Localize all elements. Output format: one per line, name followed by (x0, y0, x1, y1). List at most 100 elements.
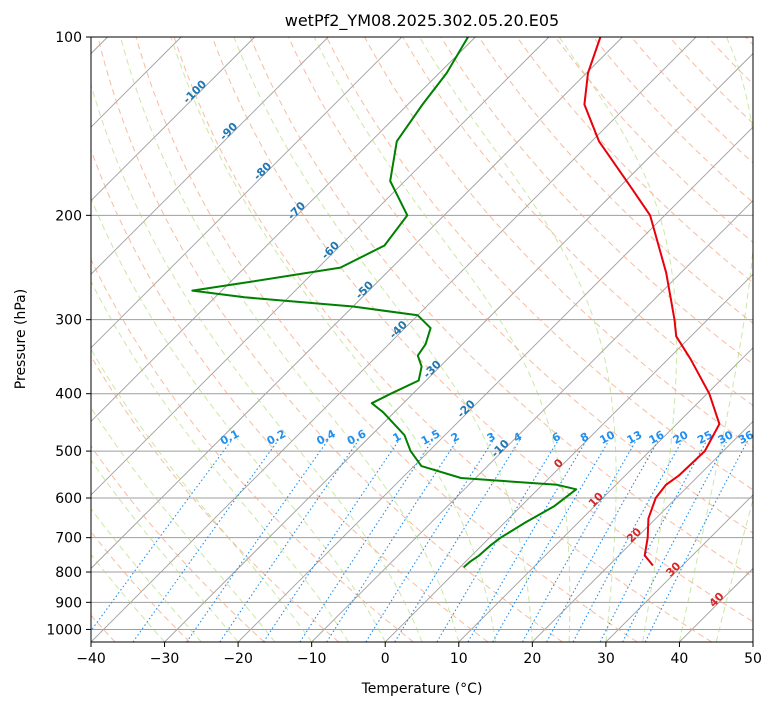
moist-adiabat-line (91, 196, 386, 642)
mixing-ratio-line (326, 440, 458, 642)
mixing-ratio-label: 10 (597, 428, 617, 447)
mixing-ratio-line (132, 440, 279, 642)
dry-adiabat-line (249, 37, 753, 578)
x-tick-label: −30 (150, 651, 180, 667)
line-labels-layer: 0.1 0.2 0.4 0.6 1 1.5 2 3 4 6 8 10 13 16 20 25 30 36-100-… (180, 77, 756, 610)
isotherm-line (91, 37, 403, 349)
plot-area: 0.1 0.2 0.4 0.6 1 1.5 2 3 4 6 8 10 13 16 20 25 30 36-100-… (91, 37, 756, 642)
dry-adiabat-line (478, 37, 753, 324)
mixing-ratio-line (394, 440, 520, 642)
mixing-ratio-line (522, 440, 637, 642)
y-tick-label: 200 (55, 208, 82, 224)
x-tick-label: 0 (381, 651, 390, 667)
isotherm-line (91, 37, 329, 275)
isotherm-line (679, 567, 753, 642)
mixing-ratio-label: 1.5 (419, 427, 442, 448)
axes-layer: −40 −30 −20 −10 0 10 20 30 40 50 100 200 300 400 500 60… (46, 30, 762, 667)
mixing-ratio-label: 36 (736, 428, 756, 447)
isotherm-line (91, 37, 255, 202)
y-tick-label: 500 (55, 444, 82, 460)
moist-adiabat-line (91, 406, 276, 642)
dry-adiabat-label: -30 (421, 357, 444, 380)
moist-adiabat-line (678, 37, 753, 642)
dry-adiabat-label: -20 (455, 397, 478, 420)
x-axis-label: Temperature (°C) (361, 681, 483, 697)
dry-adiabat-line (326, 37, 753, 491)
dry-adiabat-line (554, 37, 753, 244)
dry-adiabat-line (364, 37, 753, 449)
mixing-ratio-label: 30 (716, 428, 736, 447)
moist-adiabat-line (91, 83, 423, 642)
mixing-ratio-line (219, 440, 359, 642)
x-tick-label: 40 (671, 651, 689, 667)
mixing-ratio-label: 0.1 (218, 427, 241, 448)
y-tick-label: 900 (55, 595, 82, 611)
dry-adiabat-label: -70 (285, 199, 308, 222)
moist-adiabat-line (233, 37, 533, 642)
x-tick-label: 20 (523, 651, 541, 667)
dry-adiabat-line (97, 37, 563, 642)
isotherm-line (532, 420, 753, 642)
dry-adiabat-line (630, 37, 753, 164)
y-tick-label: 700 (55, 531, 82, 547)
mixing-ratio-line (644, 440, 749, 642)
isotherm-line (752, 641, 753, 642)
moist-adiabat-label: 20 (624, 525, 644, 545)
dry-adiabat-line (173, 37, 713, 642)
isotherm-line (605, 494, 753, 642)
temperature-profile-line (583, 37, 721, 567)
x-tick-label: −40 (76, 651, 106, 667)
moist-adiabat-line (91, 348, 313, 642)
isotherm-line (91, 37, 623, 570)
dry-adiabat-label: -90 (217, 120, 240, 143)
dry-adiabat-line (91, 258, 414, 642)
y-tick-label: 800 (55, 565, 82, 581)
dry-adiabats-layer (91, 37, 753, 642)
dry-adiabat-line (440, 37, 753, 365)
dry-adiabat-line (135, 37, 638, 642)
moist-adiabat-line (120, 37, 460, 642)
dry-adiabat-line (287, 37, 753, 534)
dry-adiabat-line (745, 37, 753, 46)
plot-frame (90, 36, 754, 643)
profile-series-layer (191, 37, 721, 568)
x-tick-label: 10 (450, 651, 468, 667)
moist-adiabats-layer (91, 37, 753, 642)
moist-adiabat-label: 30 (663, 559, 683, 579)
isotherm-line (311, 200, 753, 642)
mixing-ratio-line (622, 440, 728, 642)
mixing-ratio-line (186, 440, 329, 642)
isotherm-line (237, 126, 753, 642)
dry-adiabat-label: -50 (353, 278, 376, 301)
mixing-ratio-label: 0.2 (265, 427, 288, 448)
chart-title: wetPf2_YM08.2025.302.05.20.E05 (285, 11, 559, 31)
dry-adiabat-line (91, 445, 265, 642)
moist-adiabat-line (558, 37, 678, 642)
isotherm-line (91, 37, 697, 642)
mixing-ratio-label: 16 (647, 428, 667, 447)
dry-adiabat-line (592, 37, 753, 204)
y-tick-label: 600 (55, 491, 82, 507)
dry-adiabat-line (669, 37, 753, 125)
dry-adiabat-label: -60 (319, 239, 342, 262)
mixing-ratio-line (572, 440, 683, 642)
mixing-ratio-line (492, 440, 610, 642)
dry-adiabat-line (91, 355, 340, 642)
mixing-ratio-line (467, 440, 587, 642)
mixing-ratio-label: 2 (449, 430, 462, 445)
moist-adiabat-line (170, 37, 497, 642)
moist-adiabat-line (313, 37, 571, 642)
moist-adiabat-label: 40 (707, 590, 727, 610)
y-tick-label: 100 (55, 30, 82, 46)
moist-adiabat-line (752, 640, 753, 642)
isotherm-line (91, 37, 550, 496)
isotherm-line (91, 37, 476, 422)
mixing-ratio-line (299, 440, 433, 642)
mixing-ratio-line (91, 440, 232, 632)
isotherm-line (384, 273, 753, 642)
moist-adiabat-line (91, 507, 202, 642)
y-tick-label: 1000 (46, 622, 82, 638)
x-tick-label: 50 (744, 651, 762, 667)
mixing-ratio-layer (91, 440, 749, 642)
